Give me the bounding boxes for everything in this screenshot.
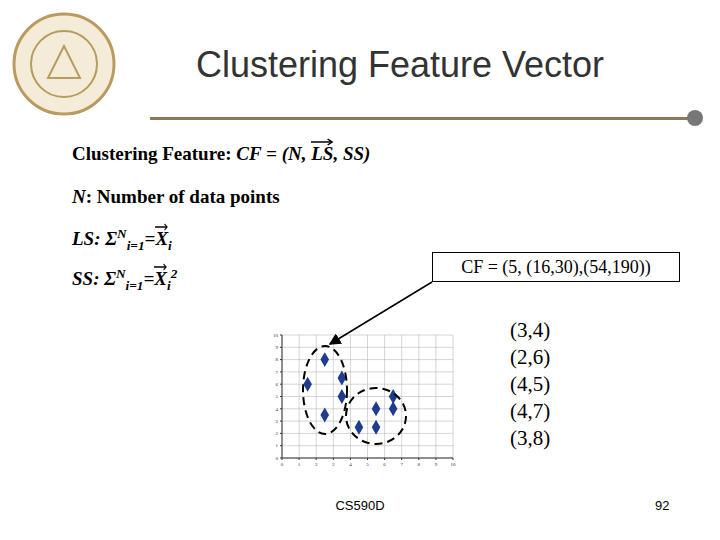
html-text:Clustering Feature Vector: Clustering Feature Vector — [195, 44, 605, 85]
svg-text:6: 6 — [276, 382, 279, 387]
svg-text:9: 9 — [276, 345, 279, 350]
svg-text:7: 7 — [400, 462, 403, 467]
svg-text:5: 5 — [366, 462, 369, 467]
svg-text:4: 4 — [349, 462, 352, 467]
html-text:(4,5): (4,5) — [510, 372, 551, 396]
svg-text:8: 8 — [276, 357, 279, 362]
svg-text:5: 5 — [276, 394, 279, 399]
html-text:(3,8): (3,8) — [510, 426, 551, 450]
svg-text:0: 0 — [276, 456, 279, 461]
svg-text:3: 3 — [276, 419, 279, 424]
html-text:CS590D: CS590D — [335, 498, 385, 513]
svg-text:2: 2 — [276, 431, 279, 436]
svg-text:10: 10 — [273, 333, 279, 338]
html-text:(2,6): (2,6) — [510, 345, 551, 369]
svg-text:1: 1 — [276, 443, 279, 448]
html-text:(4,7): (4,7) — [510, 399, 551, 423]
html-text:CF = (5, (16,30),(54,190)): CF = (5, (16,30),(54,190)) — [461, 257, 651, 277]
svg-text:10: 10 — [451, 462, 457, 467]
svg-text:2: 2 — [315, 462, 318, 467]
svg-text:1: 1 — [298, 462, 301, 467]
html-text:i=1= Xi: i=1= Xi — [126, 228, 172, 254]
html-text:i=1= Xi: i=1= Xi — [125, 268, 171, 294]
svg-text:3: 3 — [332, 462, 335, 467]
svg-text:9: 9 — [435, 462, 438, 467]
svg-text:7: 7 — [276, 370, 279, 375]
html-text:N: Number of data points: N: Number of data points — [72, 186, 280, 207]
html-text:SS: ΣN: SS: ΣN — [72, 266, 126, 290]
html-text:Clustering Feature: CF = (N, L: Clustering Feature: CF = (N, LS, SS) — [72, 143, 371, 164]
html-text:(3,4): (3,4) — [510, 318, 551, 342]
html-text:LS: ΣN: LS: ΣN — [72, 226, 127, 250]
svg-text:8: 8 — [418, 462, 421, 467]
svg-text:4: 4 — [276, 407, 279, 412]
html-text:2: 2 — [170, 266, 178, 281]
svg-text:0: 0 — [281, 462, 284, 467]
svg-text:6: 6 — [383, 462, 386, 467]
html-text:92: 92 — [655, 498, 670, 513]
